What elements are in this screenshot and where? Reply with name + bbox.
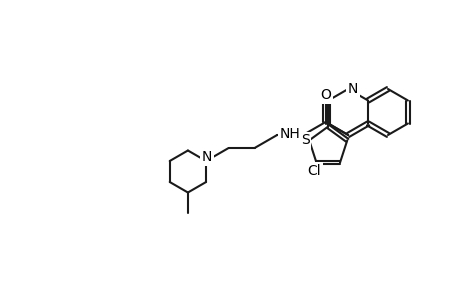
Text: S: S: [300, 133, 309, 147]
Text: N: N: [347, 82, 358, 96]
Text: NH: NH: [279, 127, 299, 141]
Text: Cl: Cl: [307, 164, 320, 178]
Text: O: O: [319, 88, 330, 102]
Text: N: N: [202, 150, 212, 164]
